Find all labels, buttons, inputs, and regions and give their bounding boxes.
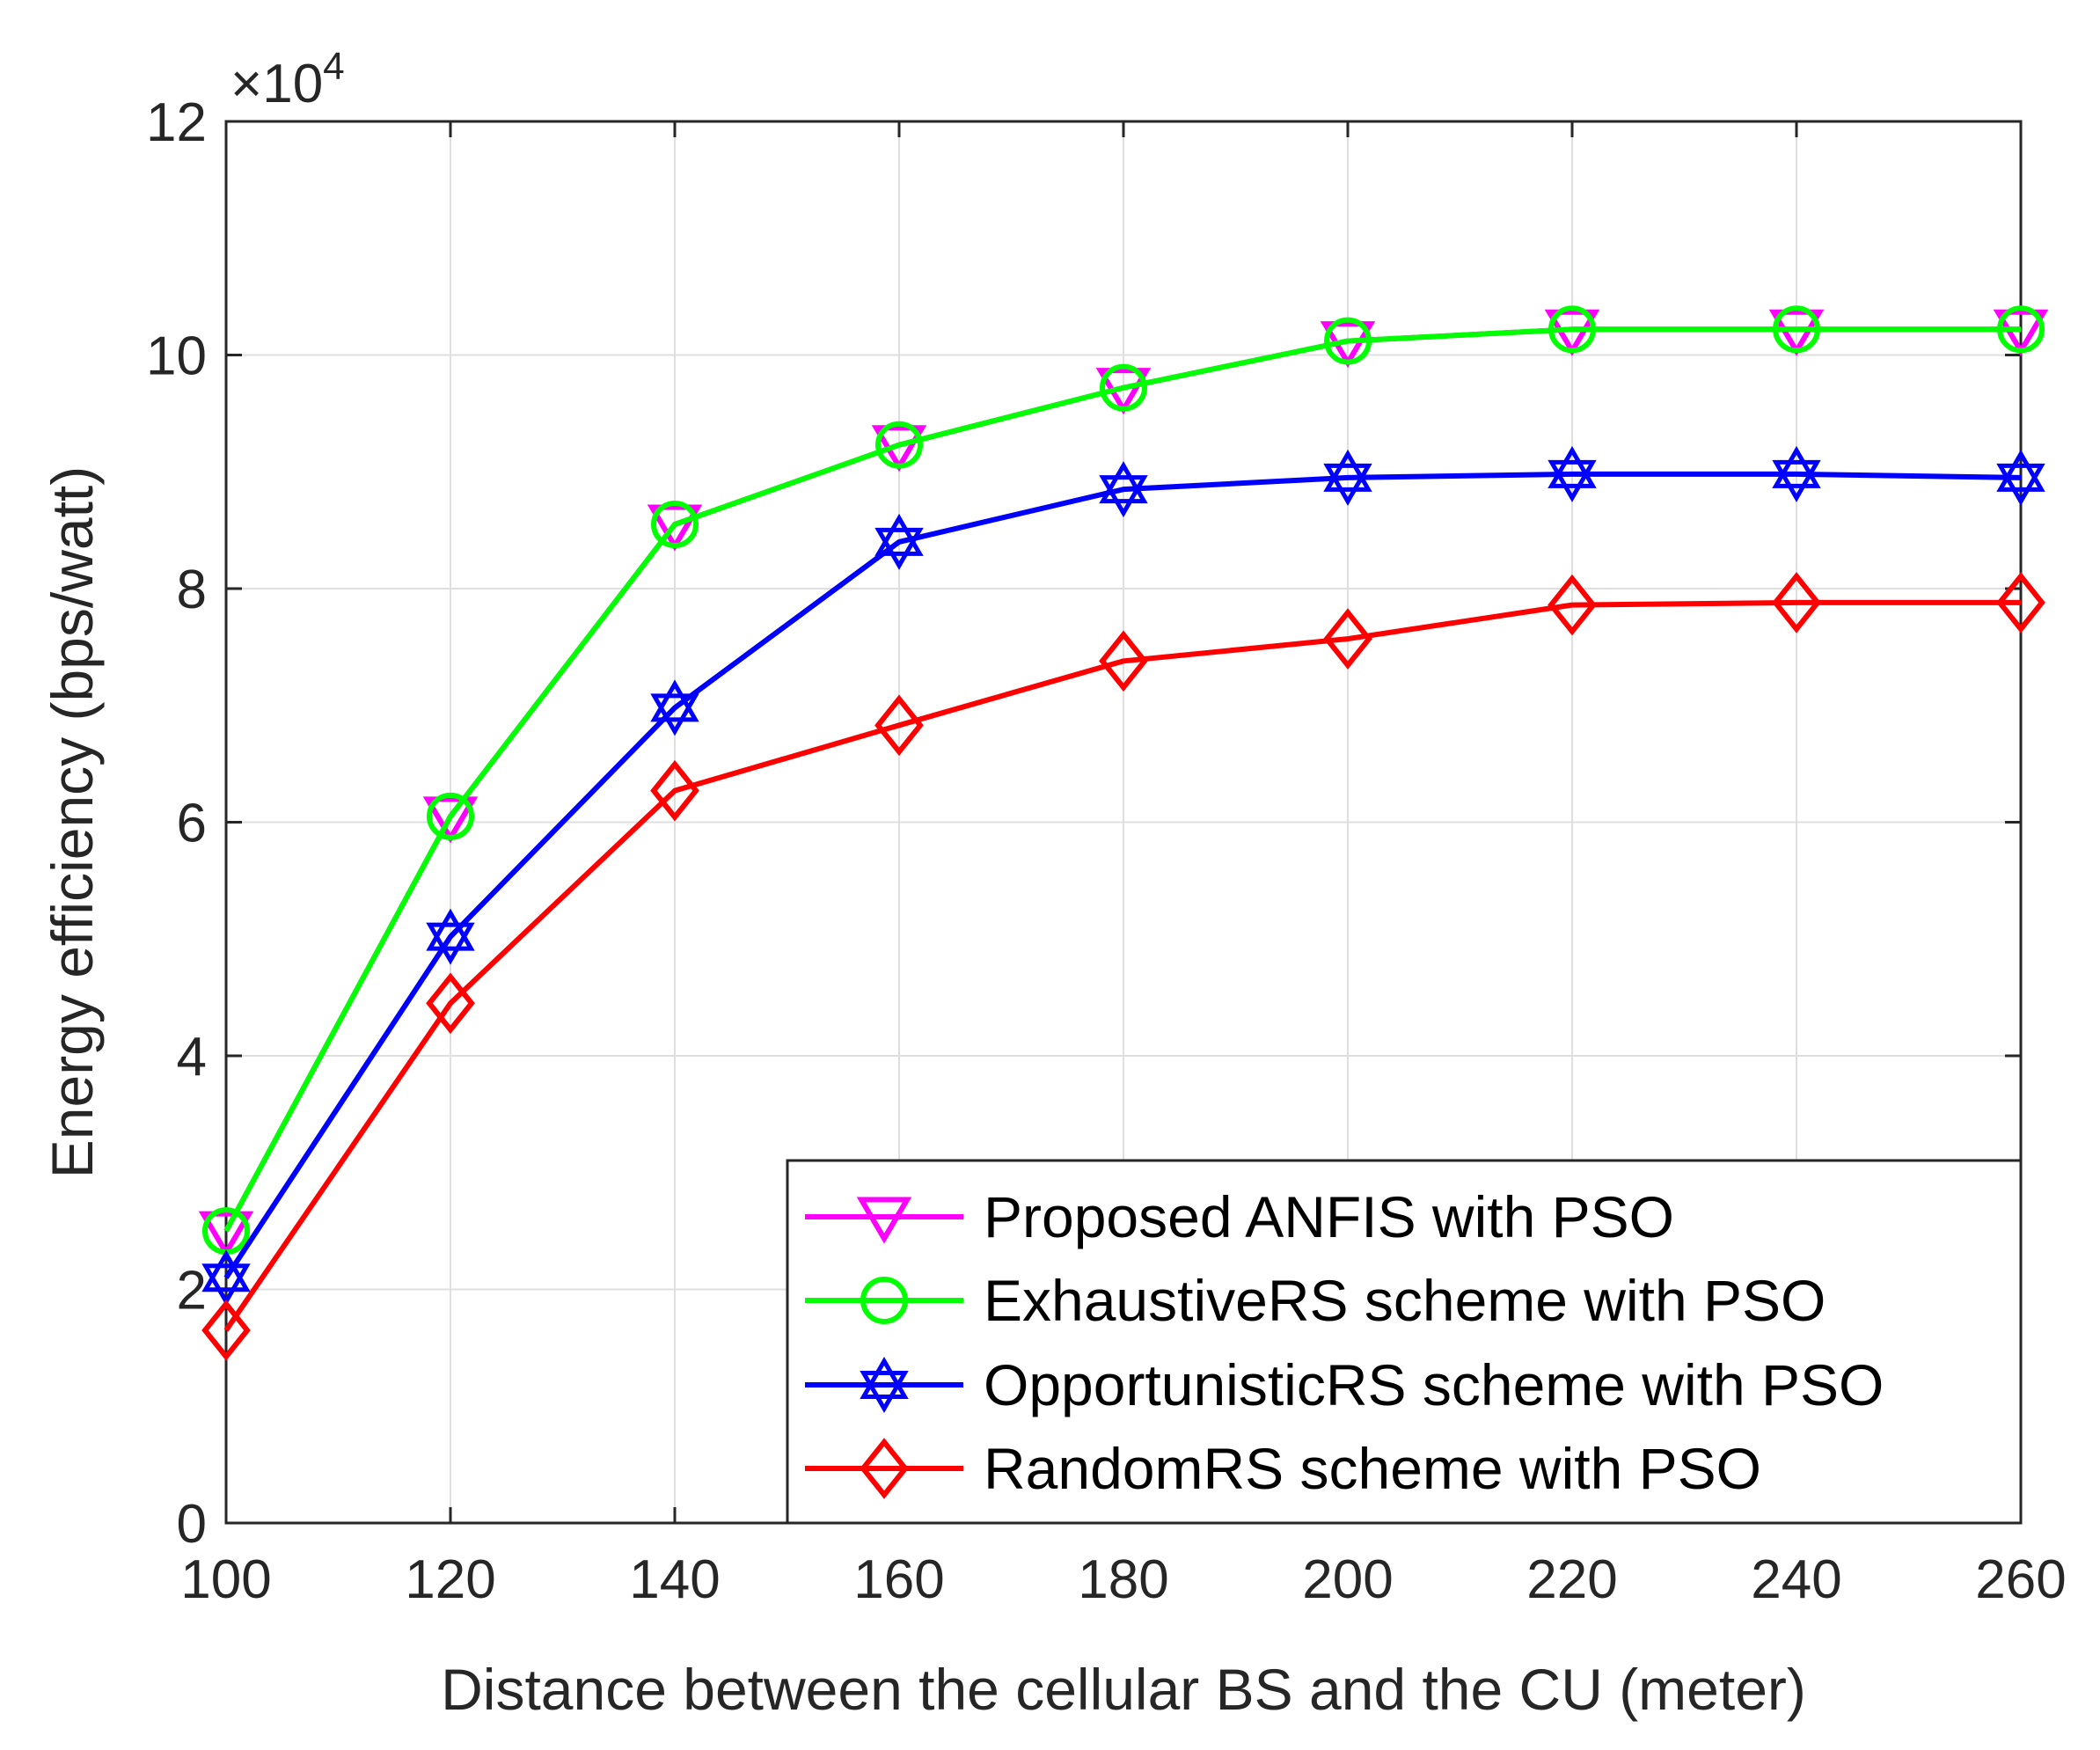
hexagram-up-triangle xyxy=(874,513,924,556)
data-point-triangle-down xyxy=(647,504,703,552)
series-line xyxy=(223,599,2021,1332)
hexagram-down-triangle xyxy=(874,527,924,570)
x-tick-label: 240 xyxy=(1751,1549,1841,1610)
data-point-hexagram xyxy=(1099,461,1148,518)
hexagram-down-triangle xyxy=(650,693,699,736)
data-point-diamond xyxy=(201,1300,251,1361)
legend-item: ExhaustiveRS scheme with PSO xyxy=(805,1268,1826,1333)
x-axis-label: Distance between the cellular BS and the… xyxy=(441,1657,1806,1722)
data-point-hexagram xyxy=(874,513,924,570)
hexagram-up-triangle xyxy=(860,1357,909,1399)
hexagram-up-triangle xyxy=(1548,445,1597,488)
series-3 xyxy=(201,572,2045,1361)
data-point-hexagram xyxy=(1996,449,2045,506)
y-axis-label: Energy efficiency (bps/watt) xyxy=(40,466,105,1178)
data-point-diamond xyxy=(1548,574,1597,636)
hexagram-up-triangle xyxy=(1323,449,1372,492)
x-tick-label: 260 xyxy=(1975,1549,2066,1610)
legend-label: Proposed ANFIS with PSO xyxy=(984,1184,1674,1249)
data-point-hexagram xyxy=(1772,445,1821,502)
hexagram-down-triangle xyxy=(1772,459,1821,502)
hexagram-down-triangle xyxy=(201,1263,251,1307)
data-point-diamond xyxy=(1099,630,1148,692)
legend-marker-diamond xyxy=(860,1438,909,1499)
x-ticks: 100 120 140 160 180 200 220 240 260 xyxy=(180,121,2067,1610)
data-point-diamond xyxy=(650,759,699,822)
hexagram-down-triangle xyxy=(426,922,475,965)
x-tick-label: 120 xyxy=(405,1549,495,1610)
data-point-circle xyxy=(1997,305,2045,354)
hexagram-up-triangle xyxy=(1996,449,2045,492)
y-tick-label: 6 xyxy=(177,794,207,854)
legend-marker-hexagram xyxy=(860,1357,909,1413)
hexagram-up-triangle xyxy=(650,679,699,722)
data-point-circle xyxy=(651,500,699,548)
data-point-circle xyxy=(875,421,923,469)
data-point-hexagram xyxy=(650,679,699,736)
data-point-triangle-down xyxy=(422,796,479,844)
data-point-circle xyxy=(1773,305,1820,354)
hexagram-up-triangle xyxy=(426,908,475,951)
data-point-hexagram xyxy=(201,1249,251,1307)
data-point-hexagram xyxy=(1548,445,1597,502)
legend-label: ExhaustiveRS scheme with PSO xyxy=(984,1268,1826,1333)
y-axis-multiplier: ×104 xyxy=(230,45,345,114)
x-tick-label: 100 xyxy=(180,1549,271,1610)
y-tick-label: 10 xyxy=(146,326,207,387)
legend-box xyxy=(786,1159,2023,1525)
x-tick-label: 160 xyxy=(853,1549,944,1610)
y-tick-label: 2 xyxy=(177,1261,207,1322)
legend: Proposed ANFIS with PSO ExhaustiveRS sche… xyxy=(786,1159,2023,1525)
y-tick-label: 4 xyxy=(177,1027,207,1087)
hexagram-down-triangle xyxy=(1323,463,1372,506)
data-point-hexagram xyxy=(426,908,475,965)
data-point-circle xyxy=(1324,317,1372,365)
legend-marker-triangle-down xyxy=(856,1197,912,1244)
hexagram-down-triangle xyxy=(1548,459,1597,502)
hexagram-down-triangle xyxy=(1099,475,1148,518)
hexagram-up-triangle xyxy=(1772,445,1821,488)
data-point-circle xyxy=(1548,305,1596,354)
legend-item: OpportunisticRS scheme with PSO xyxy=(805,1352,1884,1417)
x-tick-label: 220 xyxy=(1526,1549,1617,1610)
series-1 xyxy=(202,305,2045,1256)
series-2 xyxy=(201,445,2045,1307)
legend-label: RandomRS scheme with PSO xyxy=(984,1436,1761,1501)
data-point-diamond xyxy=(874,694,924,757)
legend-item: Proposed ANFIS with PSO xyxy=(805,1184,1674,1249)
x-tick-label: 200 xyxy=(1302,1549,1393,1610)
y-tick-label: 0 xyxy=(177,1494,207,1555)
y-tick-label: 8 xyxy=(177,560,207,620)
x-tick-label: 140 xyxy=(629,1549,720,1610)
hexagram-down-triangle xyxy=(860,1371,909,1413)
data-point-hexagram xyxy=(1323,449,1372,506)
data-point-diamond xyxy=(1323,608,1372,670)
legend-item: RandomRS scheme with PSO xyxy=(805,1436,1761,1501)
y-ticks: 0 2 4 6 8 10 12 xyxy=(146,92,2021,1555)
legend-marker-circle xyxy=(860,1277,908,1324)
legend-label: OpportunisticRS scheme with PSO xyxy=(984,1352,1884,1417)
series-line xyxy=(223,326,2021,1233)
data-point-diamond xyxy=(1996,572,2045,633)
data-point-diamond xyxy=(426,972,475,1035)
hexagram-up-triangle xyxy=(201,1249,251,1292)
data-point-circle xyxy=(427,792,474,840)
hexagram-down-triangle xyxy=(1996,463,2045,506)
data-point-triangle-down xyxy=(198,1211,254,1258)
data-point-diamond xyxy=(1772,572,1821,633)
series-group xyxy=(198,305,2049,1361)
y-tick-label: 12 xyxy=(146,92,207,153)
series-line xyxy=(223,471,2022,1279)
data-point-circle xyxy=(1100,363,1147,412)
x-tick-label: 180 xyxy=(1078,1549,1168,1610)
hexagram-up-triangle xyxy=(1099,461,1148,504)
